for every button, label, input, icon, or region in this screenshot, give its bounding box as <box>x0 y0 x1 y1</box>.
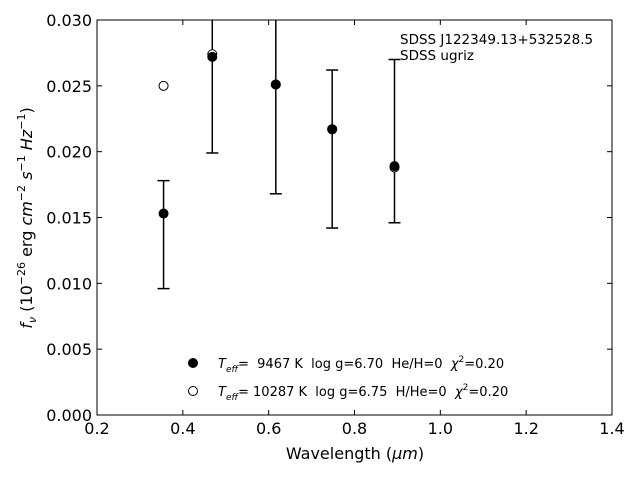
y-tick-label: 0.000 <box>46 406 92 425</box>
observed-point <box>207 51 218 62</box>
model-point <box>158 80 169 91</box>
x-tick-label: 0.2 <box>84 419 109 438</box>
plot-area-frame <box>96 19 613 416</box>
observed-point <box>270 79 281 90</box>
x-tick-label: 1.0 <box>428 419 453 438</box>
legend-entry-model: Teff= 10287 K log g=6.75 H/He=0 χ2=0.20 <box>218 383 508 403</box>
legend-marker-filled <box>188 358 198 368</box>
error-bars <box>157 20 401 290</box>
x-tick-label: 1.4 <box>599 419 624 438</box>
x-tick-label: 0.6 <box>256 419 281 438</box>
x-tick-label: 0.4 <box>170 419 195 438</box>
y-tick-label: 0.010 <box>46 274 92 293</box>
y-tick-label: 0.030 <box>46 11 92 30</box>
y-tick-label: 0.025 <box>46 77 92 96</box>
survey-annotation: SDSS ugriz <box>400 48 474 64</box>
legend: Teff= 9467 K log g=6.70 He/H=0 χ2=0.20 T… <box>188 355 508 403</box>
observed-point <box>158 208 169 219</box>
y-tick-label: 0.005 <box>46 340 92 359</box>
object-name-annotation: SDSS J122349.13+532528.5 <box>400 32 593 48</box>
data-points <box>158 49 400 219</box>
legend-marker-open <box>188 386 198 396</box>
y-axis-label: fν (10−26 erg cm−2 s−1 Hz−1) <box>15 107 39 328</box>
y-tick-label: 0.015 <box>46 209 92 228</box>
axis-ticks: 0.2 0.4 0.6 0.8 1.0 1.2 1.4 0.000 0.005 0.010 0.01… <box>46 11 625 438</box>
legend-entry-observed: Teff= 9467 K log g=6.70 He/H=0 χ2=0.20 <box>218 355 504 375</box>
x-tick-label: 0.8 <box>342 419 367 438</box>
x-tick-label: 1.2 <box>513 419 538 438</box>
observed-point <box>327 124 338 135</box>
observed-point <box>389 161 400 172</box>
y-tick-label: 0.020 <box>46 143 92 162</box>
x-axis-label: Wavelength (μm) <box>286 444 424 463</box>
